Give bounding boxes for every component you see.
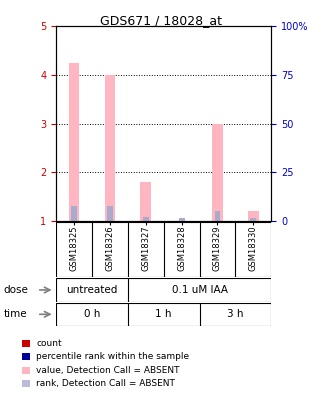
Bar xyxy=(107,206,113,221)
Text: 3 h: 3 h xyxy=(227,309,244,319)
Text: count: count xyxy=(36,339,62,348)
Bar xyxy=(212,124,223,221)
Text: GSM18325: GSM18325 xyxy=(70,226,79,271)
Text: untreated: untreated xyxy=(66,285,118,295)
Bar xyxy=(248,211,259,221)
Bar xyxy=(140,182,151,221)
Bar xyxy=(250,218,256,221)
Text: GDS671 / 18028_at: GDS671 / 18028_at xyxy=(100,14,221,27)
Text: time: time xyxy=(3,309,27,319)
Bar xyxy=(214,211,221,221)
Text: 1 h: 1 h xyxy=(155,309,172,319)
Text: dose: dose xyxy=(3,285,28,295)
Bar xyxy=(105,75,115,221)
Text: 0 h: 0 h xyxy=(84,309,100,319)
Bar xyxy=(179,218,185,221)
Bar xyxy=(143,217,149,221)
Bar xyxy=(69,63,80,221)
Text: rank, Detection Call = ABSENT: rank, Detection Call = ABSENT xyxy=(36,379,175,388)
Text: GSM18329: GSM18329 xyxy=(213,226,222,271)
Bar xyxy=(71,206,77,221)
Text: value, Detection Call = ABSENT: value, Detection Call = ABSENT xyxy=(36,366,180,375)
Text: GSM18327: GSM18327 xyxy=(141,226,150,271)
Text: percentile rank within the sample: percentile rank within the sample xyxy=(36,352,189,361)
Text: 0.1 uM IAA: 0.1 uM IAA xyxy=(171,285,228,295)
Text: GSM18330: GSM18330 xyxy=(249,226,258,271)
Text: GSM18326: GSM18326 xyxy=(105,226,115,271)
Text: GSM18328: GSM18328 xyxy=(177,226,186,271)
